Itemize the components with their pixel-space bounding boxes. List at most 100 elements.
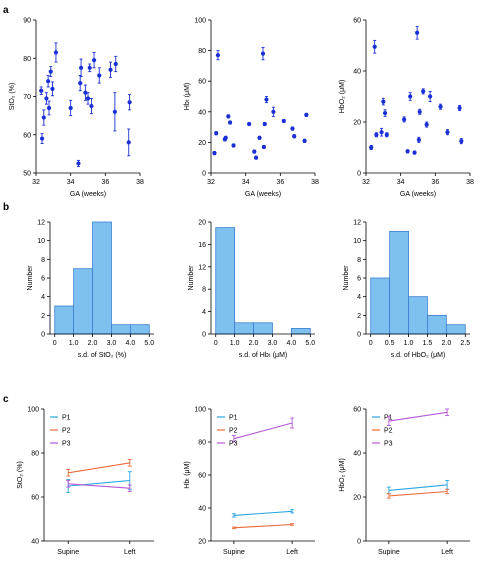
y-axis-label: Number	[343, 265, 350, 291]
y-tick-label: 6	[41, 276, 45, 283]
histogram-bar	[129, 324, 150, 335]
legend-label-p2: P2	[384, 428, 393, 435]
y-tick-label: 80	[198, 440, 206, 447]
series-line-p1	[68, 479, 130, 487]
y-tick-label: 16	[198, 242, 206, 249]
y-axis-label: Hbₜ (μM)	[184, 83, 191, 110]
y-tick-label: 100	[27, 407, 39, 414]
y-tick-label: 4	[357, 294, 361, 301]
data-point	[290, 126, 295, 131]
y-tick-label: 50	[23, 171, 31, 178]
data-point	[459, 139, 464, 144]
legend-label-p1: P1	[384, 415, 393, 422]
data-point	[46, 105, 52, 111]
x-tick-label: 36	[431, 179, 439, 186]
chart-hbo2-vs-ga: 0 20 40 60 32 34 36 38 GA (weeks) HbO₂ (μM)	[339, 18, 474, 199]
x-tick-label: 36	[101, 179, 109, 186]
x-tick-label: 34	[397, 179, 405, 186]
y-tick-label: 0	[41, 332, 45, 339]
y-tick-label: 40	[353, 69, 361, 76]
y-tick-label: 20	[198, 539, 206, 546]
y-tick-label: 4	[202, 309, 206, 316]
data-point	[108, 67, 113, 72]
data-point	[261, 144, 266, 150]
data-point	[97, 73, 102, 78]
y-tick-label: 2	[41, 313, 45, 320]
x-tick-label: 2.5	[460, 340, 470, 347]
data-point	[381, 99, 386, 104]
chart-position-sto2: 40 60 80 100 StO₂ (%) Supine Left P1 P2 P3	[17, 407, 154, 556]
data-point	[76, 161, 81, 166]
series-line-p1	[233, 510, 293, 516]
x-tick-label: 2.0	[88, 340, 98, 347]
y-tick-label: 40	[31, 539, 39, 546]
data-point	[127, 100, 132, 105]
data-point	[262, 121, 267, 127]
x-tick-label: 34	[67, 179, 75, 186]
category-label: Supine	[57, 549, 79, 556]
data-point	[374, 132, 379, 137]
histogram-sd-sto2: 0 2 4 6 8 10 12 0 1.0 2.0 3.0 4.0 5.0 s.d. of StO₂ (%…	[27, 220, 154, 360]
y-tick-label: 80	[198, 48, 206, 55]
x-tick-label: 1.5	[423, 340, 433, 347]
data-point	[402, 117, 407, 122]
y-tick-label: 8	[202, 287, 206, 294]
x-tick-label: 1.0	[404, 340, 414, 347]
histogram-bar	[427, 314, 447, 335]
x-tick-label: 1.0	[69, 340, 79, 347]
y-tick-label: 20	[198, 220, 206, 227]
y-tick-label: 40	[353, 451, 361, 458]
data-point	[416, 137, 421, 142]
x-tick-label: 34	[242, 179, 250, 186]
y-axis-label: HbO₂ (μM)	[339, 458, 346, 492]
data-point	[417, 109, 422, 114]
data-point	[85, 96, 91, 101]
x-tick-label: 38	[311, 179, 319, 186]
data-point	[405, 149, 410, 154]
y-tick-label: 60	[31, 495, 39, 502]
data-point	[227, 120, 233, 125]
data-point	[48, 69, 53, 74]
y-tick-label: 70	[23, 94, 31, 101]
y-tick-label: 0	[357, 539, 361, 546]
series-line-p2	[68, 462, 130, 474]
data-point	[39, 88, 44, 93]
y-tick-label: 60	[23, 132, 31, 139]
histogram-bar	[445, 324, 466, 335]
panel-label-a: a	[3, 5, 9, 16]
y-tick-label: 10	[37, 238, 45, 245]
y-tick-label: 12	[353, 220, 361, 227]
y-tick-label: 8	[357, 257, 361, 264]
y-tick-label: 80	[31, 451, 39, 458]
data-point	[281, 118, 286, 124]
histogram-bar	[290, 327, 311, 335]
chart-position-hbt: 20 40 60 80 100 Hbₜ (μM) Supine Left P1 P2 P3	[184, 407, 315, 556]
data-point	[369, 145, 374, 150]
category-label: Left	[441, 549, 453, 556]
legend-label-p1: P1	[62, 415, 71, 422]
x-tick-label: 38	[466, 179, 474, 186]
data-point	[215, 53, 221, 58]
x-tick-label: 5.0	[144, 340, 154, 347]
histogram-bar	[73, 268, 93, 335]
data-point	[113, 61, 118, 67]
x-tick-label: 38	[136, 179, 144, 186]
panel-label-c: c	[3, 394, 9, 405]
y-tick-label: 0	[202, 171, 206, 178]
y-axis-label: StO₂ (%)	[9, 83, 16, 111]
category-label: Left	[124, 549, 136, 556]
data-point	[226, 114, 231, 119]
y-tick-label: 90	[23, 18, 31, 25]
x-axis-label: GA (weeks)	[245, 191, 281, 198]
histogram-bar	[54, 305, 75, 335]
histogram-bar	[408, 296, 428, 335]
x-tick-label: 2.0	[249, 340, 259, 347]
category-label: Left	[286, 549, 298, 556]
x-tick-label: 32	[362, 179, 370, 186]
legend-label-p3: P3	[229, 441, 238, 448]
x-tick-label: 2.0	[441, 340, 451, 347]
y-tick-label: 0	[357, 332, 361, 339]
series-line-p3	[233, 422, 293, 440]
legend-label-p2: P2	[229, 428, 238, 435]
